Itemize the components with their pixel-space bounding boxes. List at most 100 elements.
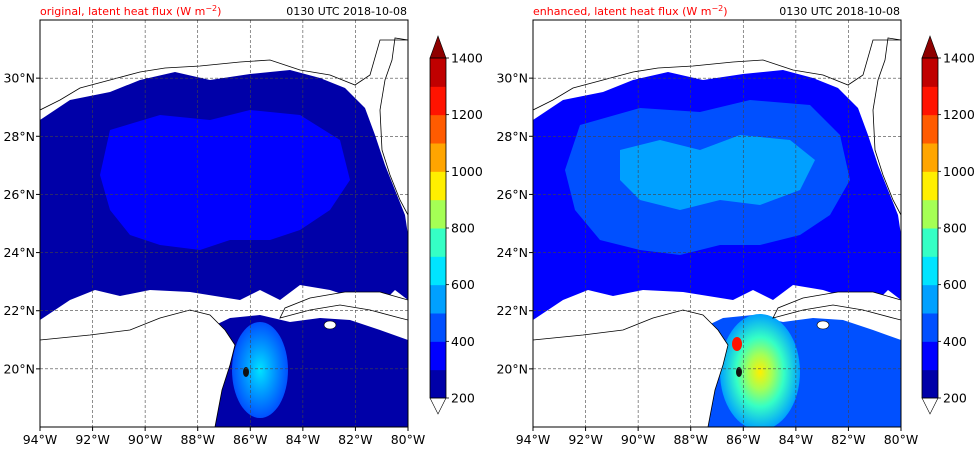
colorbar-extend-min <box>429 397 447 415</box>
right-time-label: 0130 UTC 2018-10-08 <box>779 5 900 18</box>
colorbar-extend-max <box>921 35 939 59</box>
right-map-panel: enhanced, latent heat flux (W m−2) 0130 … <box>496 4 974 447</box>
x-tick-label: 94°W <box>516 432 551 447</box>
x-tick-label: 82°W <box>831 432 866 447</box>
left-title: original, latent heat flux (W m−2) <box>40 4 221 18</box>
colorbar-extend-min <box>921 397 939 415</box>
right-title-text: enhanced, latent heat flux (W m <box>533 5 711 18</box>
y-tick-label: 20°N <box>3 361 35 376</box>
left-colorbar: 200 400 600 800 1000 1200 1400 <box>429 35 483 415</box>
colorbar-segment <box>430 114 446 144</box>
colorbar-segment <box>922 256 938 286</box>
left-title-text: original, latent heat flux (W m <box>40 5 205 18</box>
x-tick-label: 92°W <box>75 432 110 447</box>
left-y-ticks: 30°N 28°N 26°N 24°N 22°N 20°N <box>3 71 40 376</box>
x-tick-label: 84°W <box>779 432 814 447</box>
right-land-yucatan <box>533 309 729 427</box>
colorbar-tick-label: 1200 <box>943 107 975 122</box>
left-title-sup: −2 <box>205 4 217 13</box>
colorbar-tick-label: 600 <box>451 277 475 292</box>
x-tick-label: 88°W <box>180 432 215 447</box>
left-title-end: ) <box>217 5 221 18</box>
right-grid <box>533 20 901 427</box>
colorbar-tick-label: 1000 <box>451 164 483 179</box>
colorbar-segment <box>430 171 446 201</box>
right-flux-field-high <box>620 135 815 210</box>
y-tick-label: 28°N <box>3 129 35 144</box>
left-plot-frame <box>39 19 409 428</box>
colorbar-tick-label: 400 <box>451 334 475 349</box>
colorbar-tick-label: 800 <box>943 221 967 236</box>
left-map-panel: original, latent heat flux (W m−2) 0130 … <box>3 4 482 447</box>
colorbar-tick-label: 1000 <box>943 164 975 179</box>
right-land-cuba <box>772 291 901 321</box>
x-tick-label: 80°W <box>884 432 919 447</box>
colorbar-segment <box>922 114 938 144</box>
right-storm-outer <box>720 314 800 427</box>
x-tick-label: 92°W <box>568 432 603 447</box>
colorbar-segment <box>922 313 938 342</box>
colorbar-segment <box>922 199 938 229</box>
left-storm-core <box>232 322 288 418</box>
right-land-isle-of-youth <box>816 320 830 330</box>
colorbar-tick-label: 1400 <box>451 51 483 66</box>
colorbar-segment <box>922 284 938 314</box>
left-time-label: 0130 UTC 2018-10-08 <box>286 5 407 18</box>
colorbar-segment <box>922 171 938 201</box>
colorbar-tick-label: 200 <box>943 391 967 406</box>
right-title-end: ) <box>723 5 727 18</box>
y-tick-label: 24°N <box>496 245 528 260</box>
colorbar-segment <box>922 58 938 87</box>
y-tick-label: 20°N <box>496 361 528 376</box>
colorbar-segment <box>430 58 446 87</box>
colorbar-segment <box>430 228 446 257</box>
colorbar-segment <box>430 341 446 371</box>
x-tick-label: 84°W <box>286 432 321 447</box>
colorbar-segment <box>430 284 446 314</box>
colorbar-tick-label: 1200 <box>451 107 483 122</box>
left-land-us <box>40 20 408 216</box>
left-flux-field-moderate <box>100 110 350 250</box>
right-y-ticks: 30°N 28°N 26°N 24°N 22°N 20°N <box>496 71 533 376</box>
right-land-us <box>533 20 901 216</box>
right-storm-hotspot <box>732 337 742 351</box>
colorbar-segment <box>922 369 938 399</box>
left-x-ticks: 94°W 92°W 90°W 88°W 86°W 84°W 82°W 80°W <box>23 427 425 447</box>
x-tick-label: 86°W <box>233 432 268 447</box>
colorbar-tick-label: 800 <box>451 221 475 236</box>
colorbar-segment <box>430 86 446 116</box>
colorbar-segment <box>430 143 446 172</box>
y-tick-label: 30°N <box>3 71 35 86</box>
colorbar-tick-label: 200 <box>451 391 475 406</box>
y-tick-label: 26°N <box>3 187 35 202</box>
x-tick-label: 90°W <box>621 432 656 447</box>
x-tick-label: 82°W <box>338 432 373 447</box>
left-land-cuba <box>279 291 408 321</box>
right-x-ticks: 94°W 92°W 90°W 88°W 86°W 84°W 82°W 80°W <box>516 427 919 447</box>
y-tick-label: 24°N <box>3 245 35 260</box>
y-tick-label: 30°N <box>496 71 528 86</box>
x-tick-label: 86°W <box>726 432 761 447</box>
y-tick-label: 22°N <box>496 303 528 318</box>
colorbar-tick-label: 1400 <box>943 51 975 66</box>
y-tick-label: 22°N <box>3 303 35 318</box>
colorbar-segment <box>430 313 446 342</box>
left-grid <box>40 20 408 427</box>
colorbar-segment <box>430 256 446 286</box>
colorbar-segment <box>430 199 446 229</box>
right-plot-frame <box>532 19 902 428</box>
y-tick-label: 28°N <box>496 129 528 144</box>
left-land-yucatan <box>40 309 236 427</box>
colorbar-segment <box>922 228 938 257</box>
x-tick-label: 94°W <box>23 432 58 447</box>
x-tick-label: 88°W <box>673 432 708 447</box>
colorbar-extend-max <box>429 35 447 59</box>
right-colorbar: 200 400 600 800 1000 1200 1400 <box>921 35 975 415</box>
colorbar-segment <box>922 341 938 371</box>
right-land-cozumel <box>736 367 742 377</box>
x-tick-label: 90°W <box>128 432 163 447</box>
y-tick-label: 26°N <box>496 187 528 202</box>
colorbar-segment <box>922 86 938 116</box>
right-title: enhanced, latent heat flux (W m−2) <box>533 4 728 18</box>
